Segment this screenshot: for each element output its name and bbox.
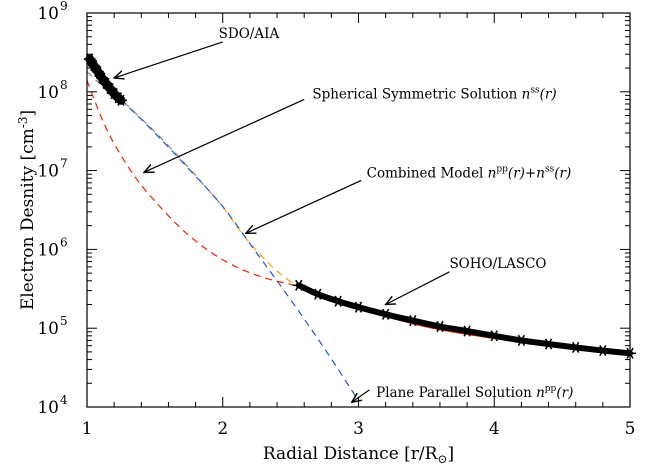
annotation: Plane Parallel Solution npp(r) [352,384,573,402]
annotation: Combined Model npp(r)+nss(r) [246,164,571,233]
x-tick-label: 5 [625,419,636,439]
data-point-soho-lasco [569,341,582,354]
series-line-soho-lasco-fit [298,285,631,355]
annotation-arrow [144,98,305,172]
series-soho-lasco-band [295,282,633,357]
data-point-soho-lasco [596,344,609,357]
data-point-soho-lasco [292,279,305,291]
data-point-soho-lasco [433,320,446,333]
data-point-soho-lasco [311,288,324,300]
y-axis-title: Electron Desnity [cm-3] [16,110,38,310]
y-tick-exponent: 8 [60,78,68,92]
x-tick-label: 1 [82,419,93,439]
data-point-soho-lasco [542,338,555,350]
data-point-soho-lasco [379,308,392,320]
annotation-arrow [352,389,370,402]
y-tick-exponent: 9 [60,0,68,13]
annotation-text: SDO/AIA [219,26,280,42]
plot-frame [86,12,631,408]
y-tick-exponent: 5 [60,314,68,328]
y-tick-label: 10 [37,162,59,182]
series-layer [86,71,631,402]
data-point-soho-lasco [515,334,528,347]
data-point-sdo-aia [104,82,117,95]
x-tick-label: 2 [217,419,228,439]
annotation-layer: SDO/AIA Spherical Symmetric Solution nss(… [114,26,573,402]
y-axis-title-superscript: -3 [16,117,30,129]
x-axis-title-subscript: ⊙ [437,452,447,466]
x-tick-label: 3 [353,419,364,439]
y-tick-exponent: 7 [60,157,68,171]
series-line-spherical-symmetric-solution [86,71,224,207]
annotation-arrow [114,41,223,78]
y-tick-exponent: 4 [60,393,68,407]
x-axis-title: Radial Distance [r/R⊙] [263,444,454,466]
annotation-text: Combined Model npp(r)+nss(r) [367,164,572,181]
data-point-soho-lasco [332,295,345,307]
y-tick-label: 10 [37,4,59,24]
data-point-soho-lasco [488,330,501,342]
series-line-combined-model [222,206,300,287]
annotation-text: Spherical Symmetric Solution nss(r) [312,86,556,103]
annotation: Spherical Symmetric Solution nss(r) [144,86,557,173]
annotation-text: SOHO/LASCO [449,256,546,272]
series-line-red-dashed-model [86,80,299,287]
y-tick-label: 10 [37,240,59,260]
data-point-soho-lasco [352,301,365,313]
y-tick-label: 10 [37,319,59,339]
data-point-sdo-aia [100,77,113,89]
x-tick-label: 4 [489,419,500,439]
data-point-sdo-aia [114,94,127,106]
annotation-text: Plane Parallel Solution npp(r) [376,384,573,401]
y-tick-label: 10 [37,398,59,418]
annotation-arrow [246,179,362,233]
data-point-soho-lasco [406,314,419,327]
marker-layer [83,53,636,359]
data-point-sdo-aia [95,72,108,84]
y-tick-label: 10 [37,83,59,103]
series-line-plane-parallel-solution [120,99,360,402]
y-tick-exponent: 6 [60,235,68,249]
annotation-arrow [386,271,450,305]
annotation: SOHO/LASCO [386,256,547,304]
data-point-soho-lasco [461,325,474,337]
annotation: SDO/AIA [114,26,279,78]
